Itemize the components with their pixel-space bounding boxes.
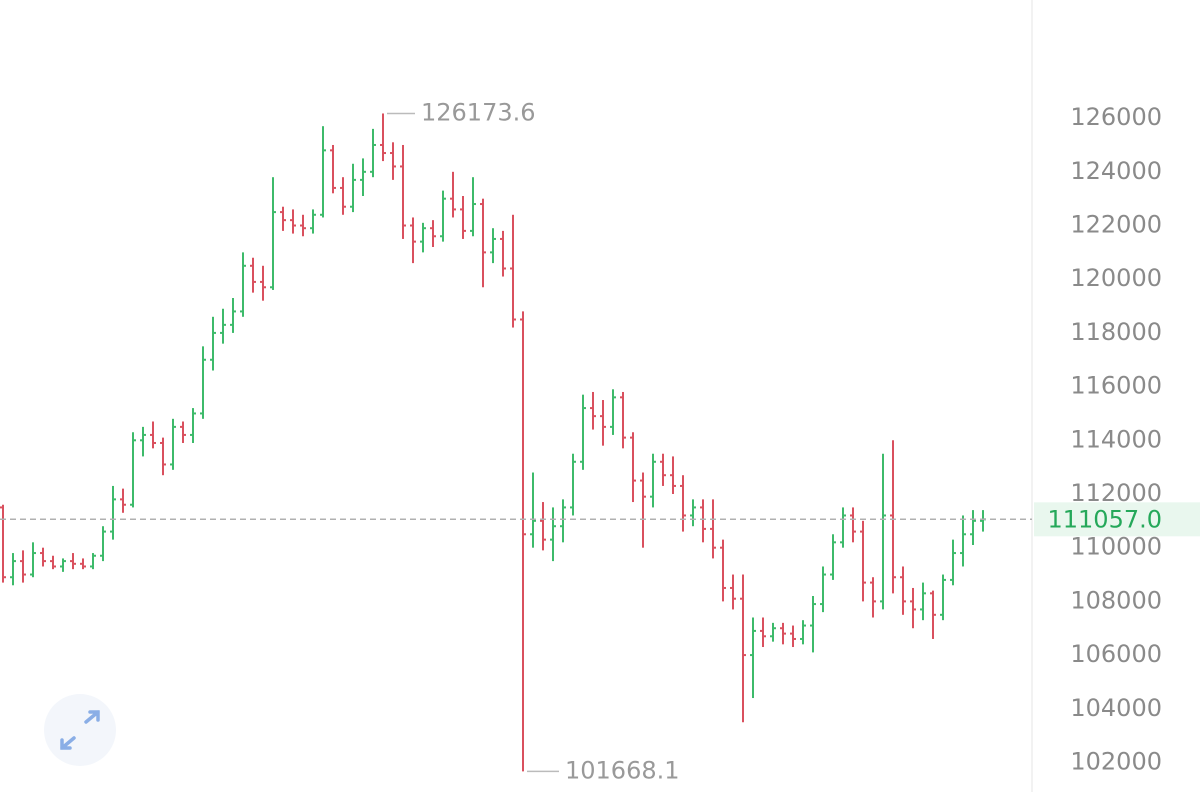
low-marker-label: 101668.1 [565, 756, 680, 784]
y-tick-label: 106000 [1070, 640, 1162, 668]
y-tick-label: 124000 [1070, 157, 1162, 185]
expand-button[interactable] [44, 694, 116, 766]
expand-button-bg[interactable] [44, 694, 116, 766]
y-tick-label: 108000 [1070, 586, 1162, 614]
y-tick-label: 104000 [1070, 694, 1162, 722]
last-price-label: 111057.0 [1047, 505, 1162, 533]
y-tick-label: 120000 [1070, 264, 1162, 292]
y-tick-label: 122000 [1070, 211, 1162, 239]
y-tick-label: 110000 [1070, 533, 1162, 561]
y-tick-label: 126000 [1070, 103, 1162, 131]
y-tick-label: 114000 [1070, 425, 1162, 453]
expand-icon[interactable] [60, 710, 100, 750]
y-tick-label: 118000 [1070, 318, 1162, 346]
high-marker-label: 126173.6 [421, 98, 536, 126]
y-tick-label: 102000 [1070, 747, 1162, 775]
last-price-bg [1034, 502, 1200, 537]
y-tick-label: 116000 [1070, 372, 1162, 400]
